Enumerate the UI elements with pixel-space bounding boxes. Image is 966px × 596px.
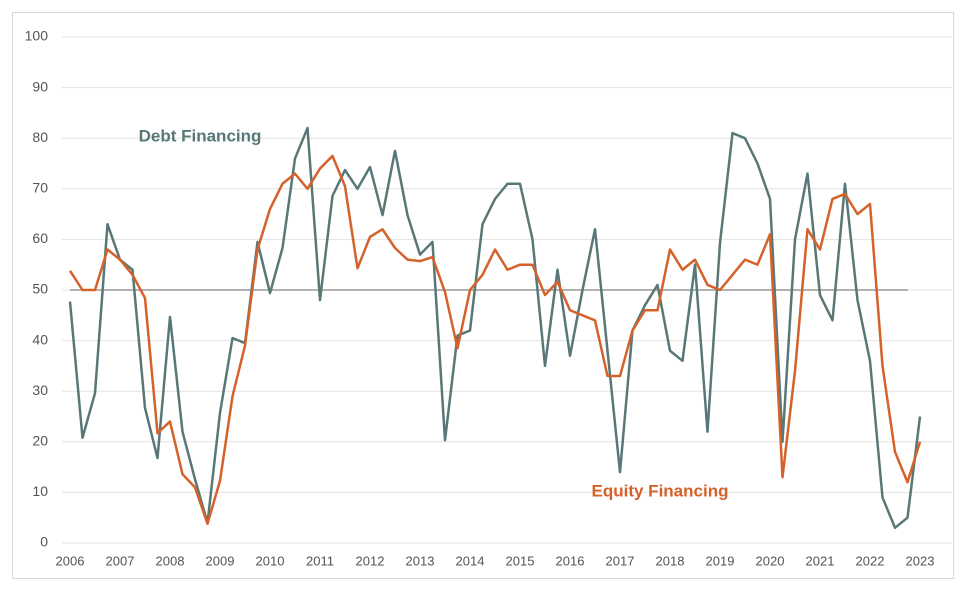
x-tick-label: 2019 <box>706 553 735 568</box>
y-tick-label: 20 <box>32 433 48 449</box>
x-tick-label: 2007 <box>106 553 135 568</box>
x-tick-label: 2006 <box>56 553 85 568</box>
x-tick-label: 2009 <box>206 553 235 568</box>
y-tick-label: 80 <box>32 129 48 145</box>
y-tick-label: 40 <box>32 331 48 347</box>
y-tick-label: 70 <box>32 180 48 196</box>
series-label: Debt Financing <box>139 126 262 145</box>
x-tick-label: 2010 <box>256 553 285 568</box>
chart-frame <box>12 12 954 579</box>
x-tick-label: 2012 <box>356 553 385 568</box>
x-tick-label: 2015 <box>506 553 535 568</box>
x-tick-label: 2020 <box>756 553 785 568</box>
x-tick-label: 2014 <box>456 553 485 568</box>
x-tick-label: 2016 <box>556 553 585 568</box>
x-tick-label: 2017 <box>606 553 635 568</box>
series-line <box>68 154 922 526</box>
y-tick-label: 30 <box>32 382 48 398</box>
series-line <box>68 126 922 530</box>
y-tick-label: 10 <box>32 483 48 499</box>
y-tick-label: 100 <box>25 28 49 44</box>
x-tick-label: 2018 <box>656 553 685 568</box>
x-tick-label: 2023 <box>906 553 935 568</box>
x-tick-label: 2022 <box>856 553 885 568</box>
x-tick-label: 2021 <box>806 553 835 568</box>
y-tick-label: 60 <box>32 230 48 246</box>
y-tick-label: 0 <box>40 534 48 550</box>
x-tick-label: 2011 <box>306 553 334 568</box>
series-label: Equity Financing <box>592 481 729 500</box>
x-tick-label: 2008 <box>156 553 185 568</box>
y-tick-label: 90 <box>32 78 48 94</box>
y-tick-label: 50 <box>32 281 48 297</box>
x-tick-label: 2013 <box>406 553 435 568</box>
